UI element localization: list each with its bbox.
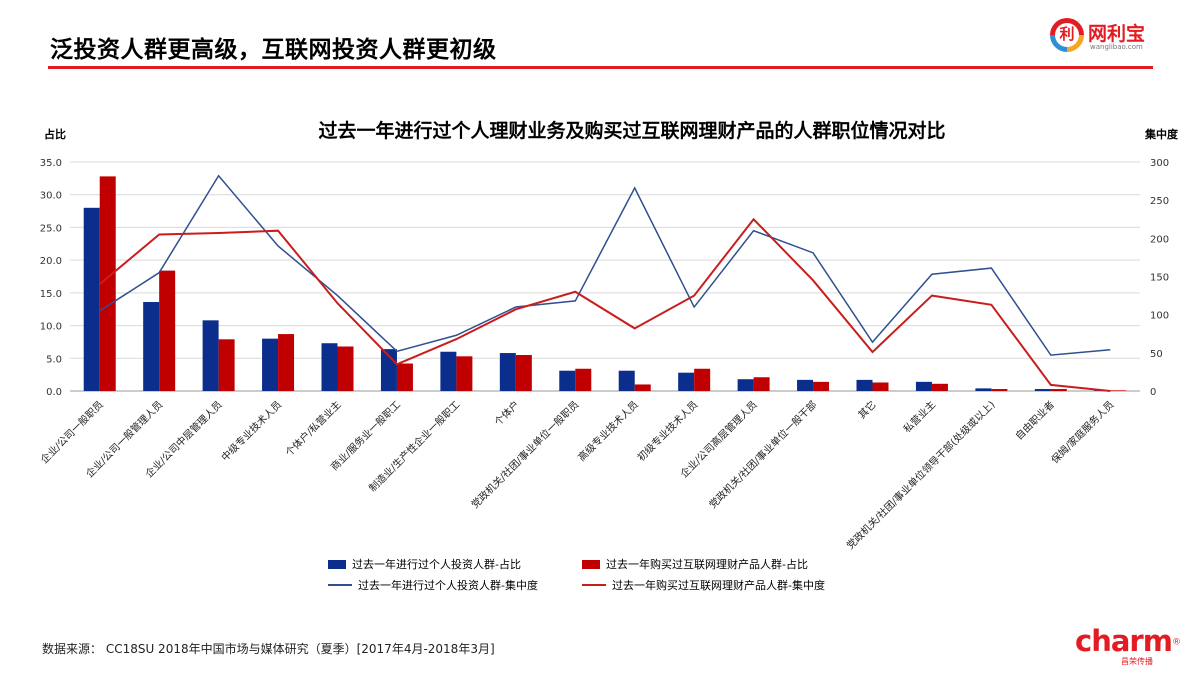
bar: [83, 207, 100, 391]
bar: [262, 338, 279, 391]
y-tick-label: 5.0: [46, 354, 62, 365]
y2-tick-label: 0: [1150, 387, 1156, 398]
bar: [797, 379, 814, 391]
bar: [1034, 389, 1051, 391]
series-line: [99, 217, 1111, 392]
x-tick-label: 企业/公司一般职员: [38, 398, 106, 466]
bar: [99, 176, 116, 391]
x-tick-label: 中级专业技术人员: [218, 398, 284, 464]
bar: [396, 363, 413, 391]
x-tick-label: 保姆/家庭服务人员: [1048, 398, 1116, 466]
bar: [159, 270, 176, 391]
x-tick-label: 制造业/生产性企业一般职工: [366, 398, 462, 494]
bar: [931, 383, 948, 391]
bar: [456, 356, 473, 391]
bar: [856, 379, 873, 391]
bar: [813, 381, 830, 391]
y-tick-label: 35.0: [40, 158, 62, 169]
bar: [278, 334, 295, 391]
y2-tick-label: 50: [1150, 349, 1163, 360]
legend-label: 过去一年购买过互联网理财产品人群-占比: [606, 558, 808, 571]
x-tick-label: 其它: [855, 398, 878, 421]
bar: [1050, 389, 1067, 391]
x-tick-label: 私营业主: [901, 398, 938, 435]
logo-ring-icon: [1050, 18, 1084, 52]
y2-tick-label: 100: [1150, 311, 1169, 322]
y-tick-label: 25.0: [40, 223, 62, 234]
legend-swatch: [582, 584, 606, 586]
bar: [337, 346, 354, 391]
bar: [218, 339, 235, 391]
bar: [143, 302, 160, 391]
page-title: 泛投资人群更高级，互联网投资人群更初级: [50, 37, 497, 63]
charm-wordmark: charm: [1075, 624, 1173, 658]
bar: [753, 377, 770, 391]
bar: [202, 320, 219, 391]
bar: [678, 372, 695, 391]
bar: [515, 355, 532, 391]
bar: [575, 368, 592, 391]
bar: [440, 351, 457, 391]
bar: [618, 370, 635, 391]
legend-item-internet-concentration: 过去一年购买过互联网理财产品人群-集中度: [582, 577, 825, 593]
logo-glyph: 利: [1059, 25, 1075, 43]
x-tick-label: 初级专业技术人员: [635, 398, 701, 464]
bar: [694, 368, 711, 391]
x-tick-label: 党政机关/社团/事业单位一般干部: [706, 398, 819, 511]
bar: [499, 353, 516, 391]
logo-domain: wanglibao.com: [1090, 43, 1143, 51]
series-line: [99, 174, 1111, 356]
legend-swatch: [582, 559, 600, 569]
y2-tick-label: 150: [1150, 273, 1169, 284]
legend-label: 过去一年进行过个人投资人群-占比: [352, 558, 521, 571]
x-tick-label: 个体户/私营业主: [283, 398, 344, 459]
x-tick-label: 自由职业者: [1012, 398, 1057, 443]
bar: [634, 384, 651, 391]
y2-tick-label: 250: [1150, 196, 1169, 207]
x-tick-label: 个体户: [492, 398, 522, 428]
y-tick-label: 0.0: [46, 387, 62, 398]
bar: [991, 389, 1008, 391]
bar: [975, 388, 992, 391]
legend-item-invest-share: 过去一年进行过个人投资人群-占比: [328, 556, 521, 572]
y2-tick-label: 300: [1150, 158, 1169, 169]
x-tick-label: 高级专业技术人员: [575, 398, 641, 464]
charm-registered-mark: ®: [1171, 637, 1181, 648]
legend-label: 过去一年购买过互联网理财产品人群-集中度: [612, 579, 825, 592]
logo-brand: 网利宝: [1088, 23, 1146, 45]
bar: [915, 381, 932, 391]
chart-title: 过去一年进行过个人理财业务及购买过互联网理财产品的人群职位情况对比: [318, 119, 945, 142]
y-tick-label: 10.0: [40, 322, 62, 333]
bar: [737, 379, 754, 391]
charm-subtitle: 昌荣传播: [1121, 657, 1153, 666]
y-tick-label: 20.0: [40, 256, 62, 267]
legend-item-invest-concentration: 过去一年进行过个人投资人群-集中度: [328, 577, 538, 593]
data-source-note: 数据来源： CC18SU 2018年中国市场与媒体研究（夏季）[2017年4月-…: [42, 642, 495, 656]
y-axis-label: 占比: [44, 127, 66, 141]
legend-item-internet-share: 过去一年购买过互联网理财产品人群-占比: [582, 556, 808, 572]
legend-swatch: [328, 584, 352, 586]
charm-logo: charm® 昌荣传播: [1075, 624, 1181, 666]
title-divider: [48, 66, 1153, 69]
bar: [872, 382, 889, 391]
wanglibao-logo: 利 网利宝 wanglibao.com: [1050, 16, 1160, 56]
legend-label: 过去一年进行过个人投资人群-集中度: [358, 579, 538, 592]
bar: [321, 343, 338, 391]
y2-tick-label: 200: [1150, 234, 1169, 245]
bar: [559, 370, 576, 391]
legend-swatch: [328, 559, 346, 569]
y-tick-label: 15.0: [40, 289, 62, 300]
y2-axis-label: 集中度: [1144, 127, 1179, 141]
bar: [1110, 390, 1127, 391]
y-tick-label: 30.0: [40, 191, 62, 202]
x-tick-label: 党政机关/社团/事业单位一般职员: [468, 398, 581, 511]
